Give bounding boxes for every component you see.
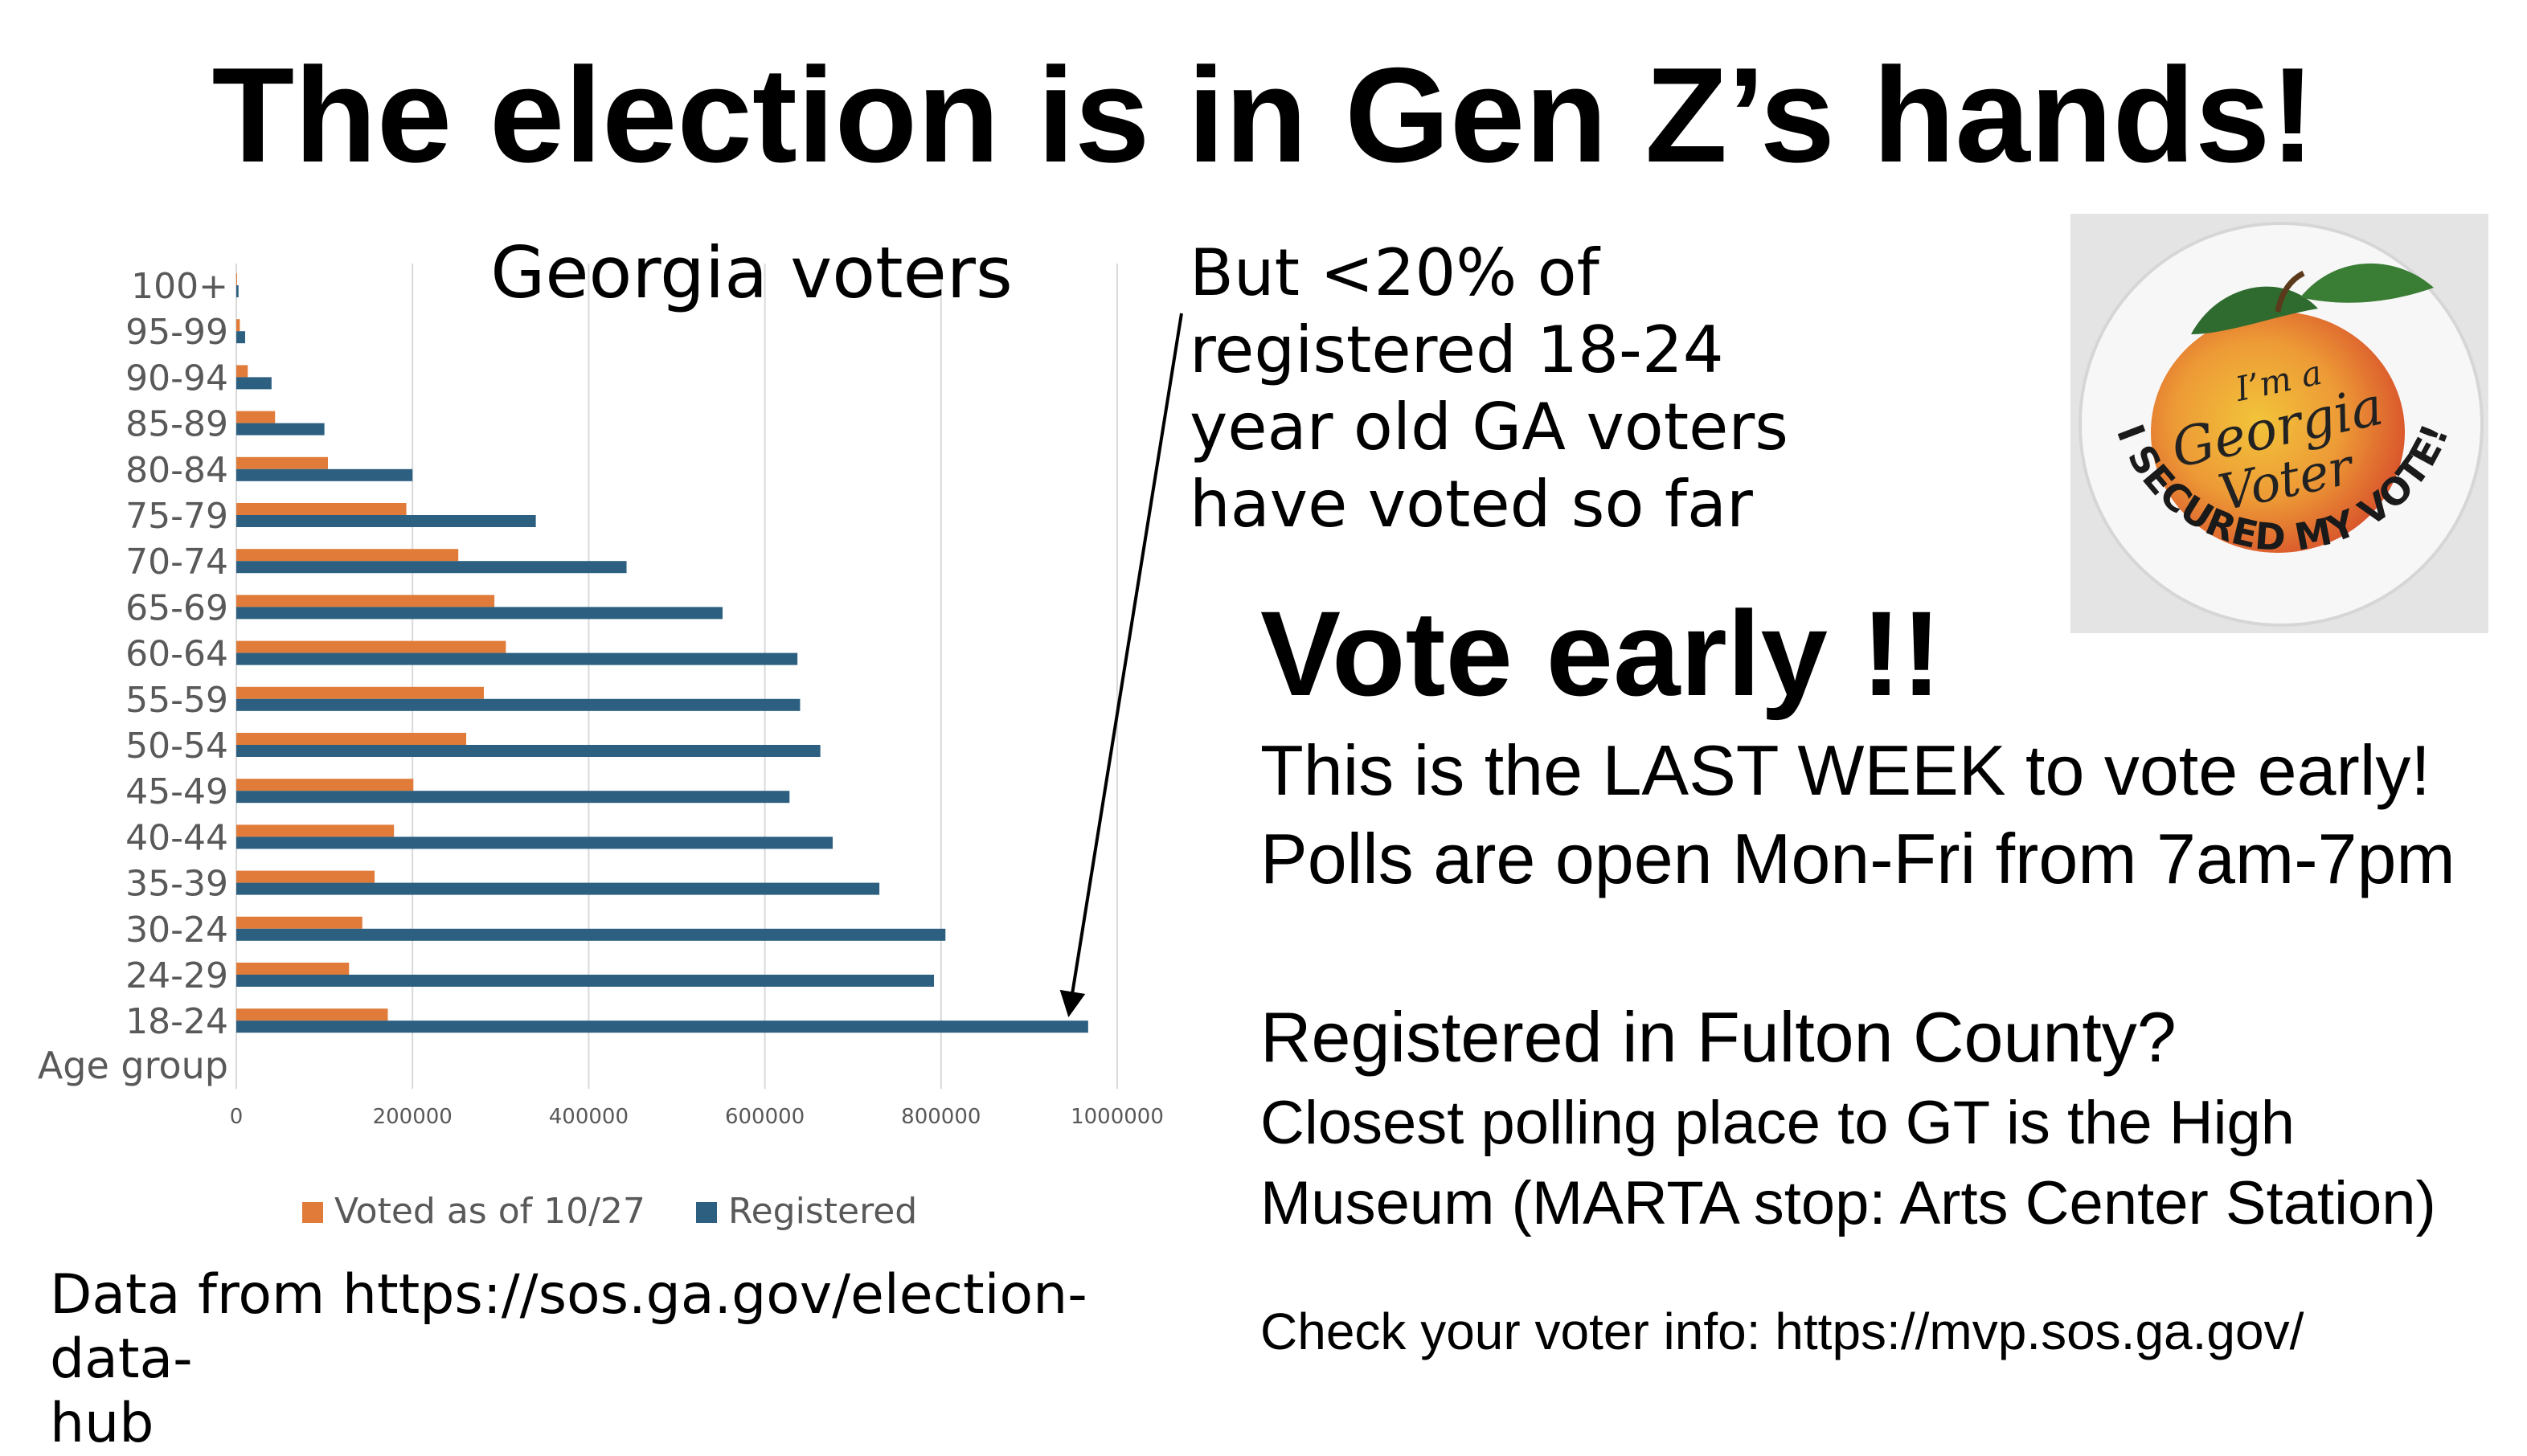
closest-polling-place-line-2: Museum (MARTA stop: Arts Center Station)	[1260, 1169, 2436, 1237]
chart-bar	[236, 975, 935, 987]
chart-bar	[236, 285, 239, 297]
chart-category-label: 35-39	[125, 864, 228, 905]
closest-polling-place-line-1: Closest polling place to GT is the High	[1260, 1089, 2296, 1157]
chart-bar	[236, 595, 495, 607]
page-title: The election is in Gen Z’s hands!	[211, 39, 2316, 190]
chart-category-label: 75-79	[125, 496, 228, 537]
chart-y-axis-label: Age group	[38, 1044, 228, 1087]
chart-bar	[236, 1020, 1088, 1033]
chart-bar	[236, 319, 240, 332]
chart-category-label: 85-89	[125, 404, 228, 445]
chart-bar	[236, 456, 328, 469]
chart-category-label: 65-69	[125, 587, 228, 628]
chart-bar	[236, 779, 414, 791]
chart-category-label: 90-94	[125, 358, 228, 399]
chart-bar	[236, 377, 272, 390]
chart-bar	[236, 928, 946, 941]
chart-category-label: 24-29	[125, 955, 228, 996]
chart-bar	[236, 686, 484, 699]
chart-bar	[236, 423, 325, 436]
chart-bar	[236, 836, 833, 849]
data-source-note: Data from https://sos.ga.gov/election-da…	[50, 1263, 1087, 1455]
chart-x-tick-label: 800000	[901, 1105, 981, 1129]
chart-category-label: 45-49	[125, 771, 228, 812]
georgia-voter-sticker: I’m a Georgia Voter I SECURED MY VOTE!	[2070, 214, 2488, 633]
chart-category-label: 50-54	[125, 726, 228, 767]
chart-bar	[236, 273, 237, 285]
chart-legend-swatch	[302, 1202, 323, 1223]
chart-bar	[236, 870, 375, 883]
chart-legend-label: Voted as of 10/27	[334, 1191, 645, 1232]
chart-category-label: 80-84	[125, 450, 228, 491]
chart-x-tick-label: 0	[230, 1105, 244, 1129]
chart-bar	[236, 791, 790, 804]
chart-bar	[236, 733, 467, 745]
chart-bar	[236, 745, 821, 757]
chart-category-label: 95-99	[125, 312, 228, 353]
peach-icon	[2151, 263, 2434, 553]
chart-bar	[236, 698, 801, 711]
chart-bar	[236, 882, 880, 895]
chart-x-tick-label: 400000	[549, 1105, 629, 1129]
chart-legend-swatch	[696, 1202, 717, 1223]
chart-x-tick-labels: 0 200000 400000 600000 800000 1000000	[230, 1105, 1164, 1129]
chart-bar	[236, 916, 362, 929]
polls-open-text: Polls are open Mon-Fri from 7am-7pm	[1260, 819, 2455, 898]
chart-x-tick-label: 600000	[725, 1105, 805, 1129]
chart-bar	[236, 652, 798, 665]
chart-category-label: 18-24	[125, 1001, 228, 1042]
last-week-text: This is the LAST WEEK to vote early!	[1260, 730, 2431, 810]
chart-category-label: 55-59	[125, 680, 228, 721]
chart-x-tick-label: 1000000	[1071, 1105, 1164, 1129]
chart-legend: Voted as of 10/27 Registered	[302, 1191, 917, 1232]
check-voter-info-link[interactable]: Check your voter info: https://mvp.sos.g…	[1260, 1303, 2304, 1360]
chart-bar	[236, 411, 276, 423]
chart-bar	[236, 503, 407, 515]
chart-bars	[236, 273, 1088, 1033]
chart-bar	[236, 365, 248, 378]
chart-bar	[236, 561, 627, 574]
chart-bar	[236, 824, 395, 837]
fulton-county-question: Registered in Fulton County?	[1260, 997, 2177, 1077]
vote-early-heading: Vote early !!	[1260, 586, 1942, 721]
chart-bar	[236, 607, 723, 620]
callout-arrow	[1059, 313, 1183, 1017]
chart-gridlines	[235, 264, 1118, 1089]
chart-x-tick-label: 200000	[373, 1105, 453, 1129]
chart-title: Georgia voters	[490, 233, 1013, 314]
chart-bar	[236, 515, 536, 527]
chart-bar	[236, 549, 459, 562]
chart-bar	[236, 640, 506, 653]
chart-category-label: 40-44	[125, 817, 228, 858]
chart-category-label: 100+	[131, 266, 228, 307]
chart-legend-label: Registered	[728, 1191, 917, 1232]
chart-bar	[236, 331, 245, 344]
chart-category-label: 30-24	[125, 910, 228, 951]
chart-bar	[236, 963, 350, 975]
chart-bar	[236, 468, 413, 481]
callout-text: But <20% of registered 18-24 year old GA…	[1190, 235, 1788, 542]
chart-category-label: 70-74	[125, 542, 228, 583]
chart-category-label: 60-64	[125, 634, 228, 675]
chart-bar	[236, 1008, 388, 1021]
